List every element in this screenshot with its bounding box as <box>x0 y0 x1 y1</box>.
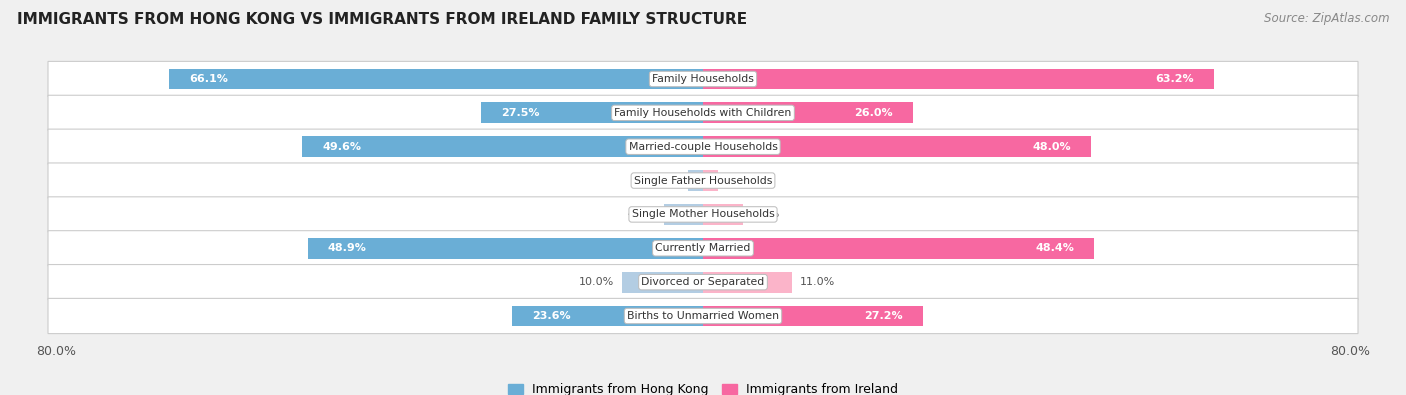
FancyBboxPatch shape <box>48 265 1358 300</box>
FancyBboxPatch shape <box>48 61 1358 97</box>
Bar <box>703 170 717 191</box>
Text: 10.0%: 10.0% <box>579 277 614 287</box>
Bar <box>621 272 703 293</box>
Bar <box>308 238 703 259</box>
Text: Single Mother Households: Single Mother Households <box>631 209 775 220</box>
Text: 5.0%: 5.0% <box>752 209 780 220</box>
FancyBboxPatch shape <box>48 129 1358 164</box>
Text: Single Father Households: Single Father Households <box>634 175 772 186</box>
Text: Source: ZipAtlas.com: Source: ZipAtlas.com <box>1264 12 1389 25</box>
Text: 23.6%: 23.6% <box>533 311 571 321</box>
Text: 27.5%: 27.5% <box>501 108 540 118</box>
Text: 26.0%: 26.0% <box>855 108 893 118</box>
Text: Currently Married: Currently Married <box>655 243 751 253</box>
Legend: Immigrants from Hong Kong, Immigrants from Ireland: Immigrants from Hong Kong, Immigrants fr… <box>508 383 898 395</box>
FancyBboxPatch shape <box>48 231 1358 266</box>
Bar <box>703 68 1213 90</box>
Text: Family Households: Family Households <box>652 74 754 84</box>
FancyBboxPatch shape <box>48 95 1358 130</box>
Bar <box>703 102 914 123</box>
Text: 4.8%: 4.8% <box>627 209 657 220</box>
Bar <box>703 238 1094 259</box>
Text: 66.1%: 66.1% <box>188 74 228 84</box>
Text: 11.0%: 11.0% <box>800 277 835 287</box>
Text: 1.8%: 1.8% <box>725 175 754 186</box>
FancyBboxPatch shape <box>48 197 1358 232</box>
Text: 63.2%: 63.2% <box>1156 74 1194 84</box>
Bar <box>703 305 922 327</box>
Text: Births to Unmarried Women: Births to Unmarried Women <box>627 311 779 321</box>
Bar <box>512 305 703 327</box>
Text: Married-couple Households: Married-couple Households <box>628 142 778 152</box>
Text: Family Households with Children: Family Households with Children <box>614 108 792 118</box>
Bar <box>703 136 1091 157</box>
Text: 48.9%: 48.9% <box>328 243 367 253</box>
Bar <box>703 204 744 225</box>
Text: 27.2%: 27.2% <box>865 311 903 321</box>
Bar <box>302 136 703 157</box>
Text: Divorced or Separated: Divorced or Separated <box>641 277 765 287</box>
Bar <box>481 102 703 123</box>
Text: 49.6%: 49.6% <box>322 142 361 152</box>
FancyBboxPatch shape <box>48 163 1358 198</box>
Bar <box>703 272 792 293</box>
Bar <box>169 68 703 90</box>
Text: 48.0%: 48.0% <box>1032 142 1071 152</box>
Bar <box>689 170 703 191</box>
Bar <box>664 204 703 225</box>
Text: IMMIGRANTS FROM HONG KONG VS IMMIGRANTS FROM IRELAND FAMILY STRUCTURE: IMMIGRANTS FROM HONG KONG VS IMMIGRANTS … <box>17 12 747 27</box>
FancyBboxPatch shape <box>48 298 1358 334</box>
Text: 48.4%: 48.4% <box>1035 243 1074 253</box>
Text: 1.8%: 1.8% <box>652 175 681 186</box>
